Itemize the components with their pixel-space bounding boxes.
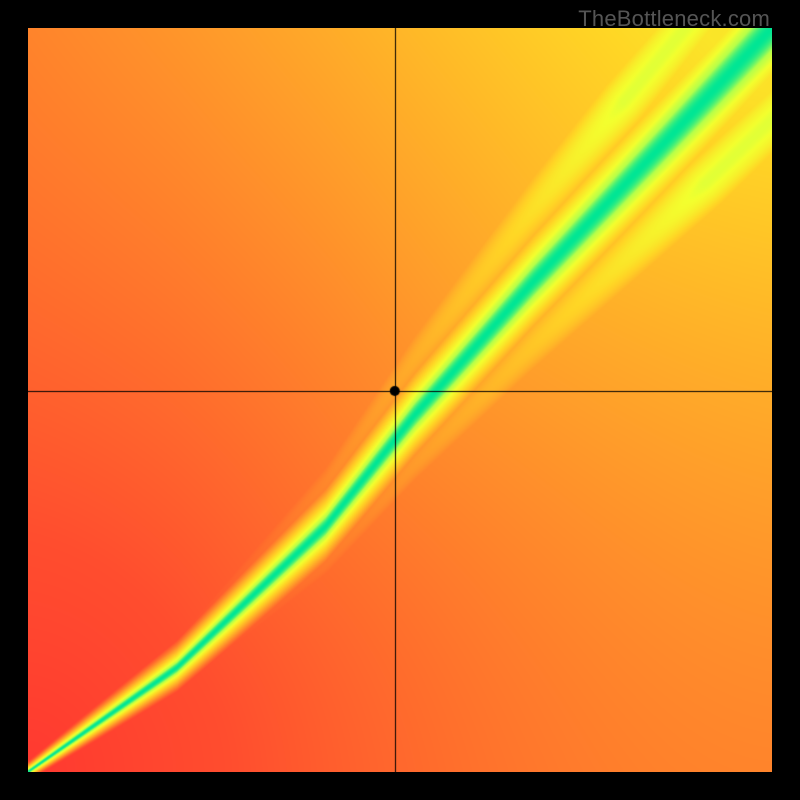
chart-frame: TheBottleneck.com <box>0 0 800 800</box>
crosshair-overlay-canvas <box>28 28 772 772</box>
watermark-text: TheBottleneck.com <box>578 6 770 32</box>
